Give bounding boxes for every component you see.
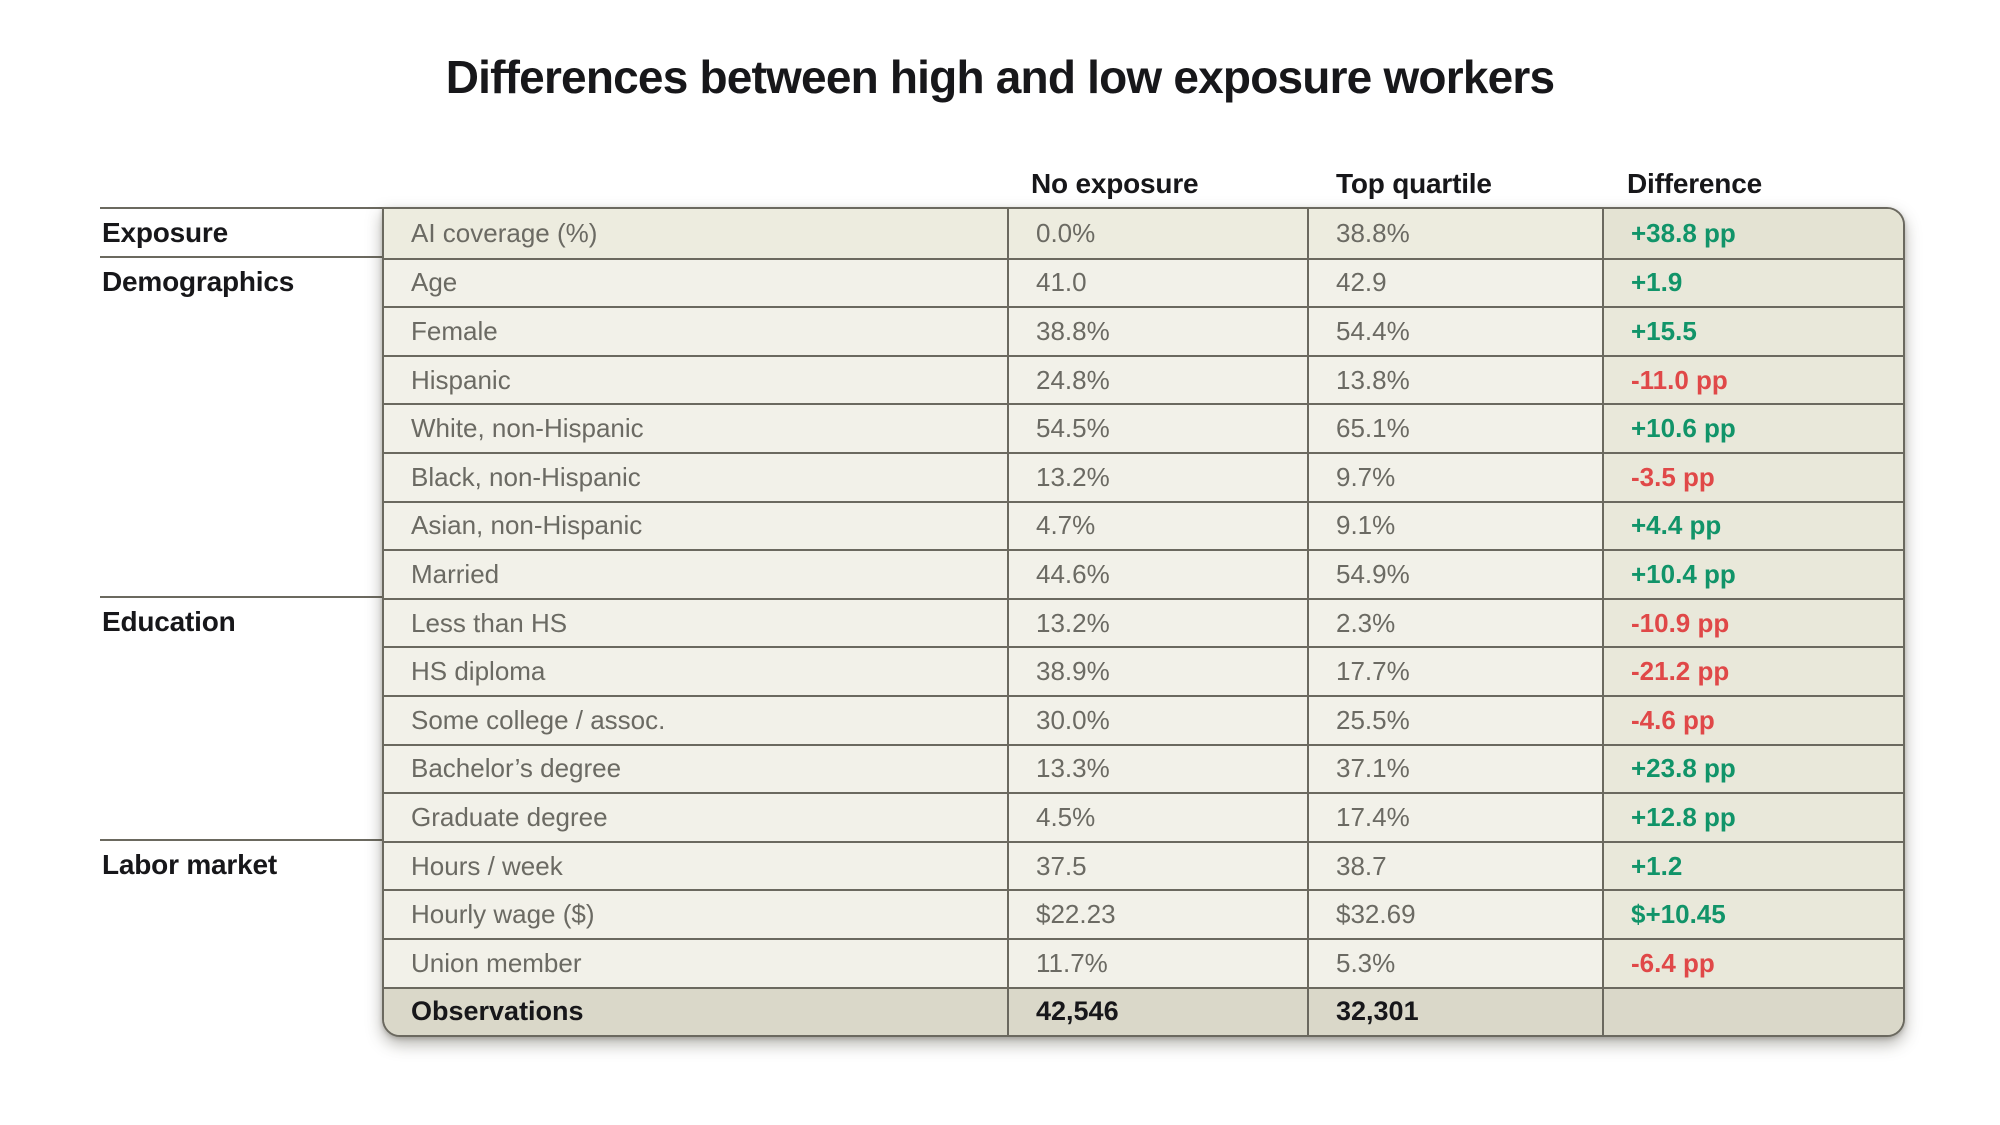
metric-cell: HS diploma — [384, 646, 1007, 695]
difference-cell — [1602, 986, 1903, 1035]
metric-cell: Bachelor’s degree — [384, 743, 1007, 793]
value-cell-no-exposure: 13.2% — [1007, 597, 1307, 647]
metric-cell: Hispanic — [384, 354, 1007, 404]
metric-cell: White, non-Hispanic — [384, 403, 1007, 452]
value-cell-no-exposure: 11.7% — [1007, 937, 1307, 987]
column-header-no-exposure: No exposure — [1031, 168, 1199, 199]
value-cell-top-quartile: 54.4% — [1307, 306, 1602, 355]
difference-cell: +4.4 pp — [1602, 500, 1903, 550]
value-cell-top-quartile: 25.5% — [1307, 694, 1602, 744]
page-title: Differences between high and low exposur… — [445, 51, 1555, 103]
value-cell-top-quartile: 9.7% — [1307, 451, 1602, 501]
metric-cell: Union member — [384, 937, 1007, 987]
value-cell-top-quartile: $32.69 — [1307, 889, 1602, 938]
group-label: Exposure — [100, 207, 382, 256]
metric-cell: Graduate degree — [384, 792, 1007, 841]
value-cell-top-quartile: 32,301 — [1307, 986, 1602, 1035]
metric-cell: Observations — [384, 986, 1007, 1035]
value-cell-top-quartile: 17.7% — [1307, 646, 1602, 695]
difference-cell: +1.2 — [1602, 840, 1903, 890]
difference-cell: $+10.45 — [1602, 889, 1903, 938]
value-cell-no-exposure: 0.0% — [1007, 209, 1307, 258]
metric-cell: AI coverage (%) — [384, 209, 1007, 258]
value-cell-no-exposure: 41.0 — [1007, 257, 1307, 307]
value-cell-top-quartile: 38.7 — [1307, 840, 1602, 890]
difference-cell: +15.5 — [1602, 306, 1903, 355]
difference-cell: +1.9 — [1602, 257, 1903, 307]
difference-cell: +10.6 pp — [1602, 403, 1903, 452]
metric-cell: Age — [384, 257, 1007, 307]
value-cell-no-exposure: 4.7% — [1007, 500, 1307, 550]
value-cell-top-quartile: 9.1% — [1307, 500, 1602, 550]
value-cell-no-exposure: 44.6% — [1007, 549, 1307, 598]
group-label: Labor market — [100, 838, 382, 1033]
value-cell-top-quartile: 54.9% — [1307, 549, 1602, 598]
difference-cell: -4.6 pp — [1602, 694, 1903, 744]
group-label: Education — [100, 595, 382, 839]
metric-cell: Hours / week — [384, 840, 1007, 890]
metric-cell: Black, non-Hispanic — [384, 451, 1007, 501]
value-cell-no-exposure: 24.8% — [1007, 354, 1307, 404]
difference-cell: -21.2 pp — [1602, 646, 1903, 695]
metric-cell: Female — [384, 306, 1007, 355]
value-cell-top-quartile: 65.1% — [1307, 403, 1602, 452]
value-cell-top-quartile: 37.1% — [1307, 743, 1602, 793]
difference-cell: -3.5 pp — [1602, 451, 1903, 501]
column-header-top-quartile: Top quartile — [1336, 168, 1492, 199]
value-cell-top-quartile: 5.3% — [1307, 937, 1602, 987]
difference-cell: -10.9 pp — [1602, 597, 1903, 647]
value-cell-top-quartile: 38.8% — [1307, 209, 1602, 258]
metric-cell: Married — [384, 549, 1007, 598]
difference-cell: -6.4 pp — [1602, 937, 1903, 987]
value-cell-no-exposure: 54.5% — [1007, 403, 1307, 452]
metric-cell: Hourly wage ($) — [384, 889, 1007, 938]
value-cell-top-quartile: 13.8% — [1307, 354, 1602, 404]
value-cell-no-exposure: $22.23 — [1007, 889, 1307, 938]
group-label: Demographics — [100, 255, 382, 596]
value-cell-no-exposure: 38.8% — [1007, 306, 1307, 355]
column-header-difference: Difference — [1627, 168, 1762, 199]
value-cell-no-exposure: 13.3% — [1007, 743, 1307, 793]
metric-cell: Some college / assoc. — [384, 694, 1007, 744]
value-cell-top-quartile: 2.3% — [1307, 597, 1602, 647]
difference-cell: +38.8 pp — [1602, 209, 1903, 258]
value-cell-no-exposure: 30.0% — [1007, 694, 1307, 744]
difference-cell: +23.8 pp — [1602, 743, 1903, 793]
metric-cell: Less than HS — [384, 597, 1007, 647]
difference-cell: -11.0 pp — [1602, 354, 1903, 404]
comparison-table: AI coverage (%) 0.0% 38.8% +38.8 pp Age 41.0 4… — [382, 207, 1905, 1037]
value-cell-no-exposure: 38.9% — [1007, 646, 1307, 695]
value-cell-top-quartile: 17.4% — [1307, 792, 1602, 841]
group-label-column: Exposure Demographics Education Labor marke… — [100, 207, 382, 1037]
difference-cell: +10.4 pp — [1602, 549, 1903, 598]
value-cell-no-exposure: 42,546 — [1007, 986, 1307, 1035]
value-cell-no-exposure: 4.5% — [1007, 792, 1307, 841]
value-cell-top-quartile: 42.9 — [1307, 257, 1602, 307]
value-cell-no-exposure: 37.5 — [1007, 840, 1307, 890]
value-cell-no-exposure: 13.2% — [1007, 451, 1307, 501]
difference-cell: +12.8 pp — [1602, 792, 1903, 841]
metric-cell: Asian, non-Hispanic — [384, 500, 1007, 550]
